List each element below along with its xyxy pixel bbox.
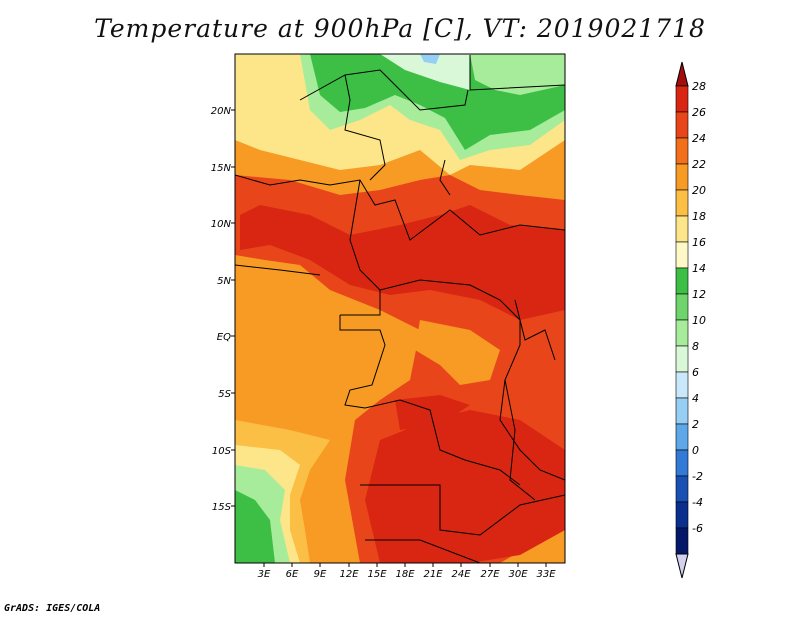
lat-label-10s: 10S [212, 446, 232, 457]
colorbar-swatch [675, 85, 689, 113]
lat-label-5s: 5S [218, 389, 231, 400]
temperature-field [235, 54, 565, 563]
colorbar-swatch [675, 189, 689, 217]
colorbar-swatch [675, 397, 689, 425]
colorbar-swatch [675, 267, 689, 295]
colorbar-label: 8 [692, 340, 699, 353]
colorbar-label: 26 [692, 106, 706, 119]
map-title: Temperature at 900hPa [C], VT: 201902171… [94, 14, 706, 43]
lon-label-27e: 27E [480, 569, 500, 580]
colorbar-swatch [675, 501, 689, 529]
lat-label-20n: 20N [211, 106, 232, 117]
lon-label-12e: 12E [339, 569, 359, 580]
lat-label-10n: 10N [211, 219, 232, 230]
colorbar-label: 14 [692, 262, 706, 275]
colorbar-label: -4 [692, 496, 703, 509]
colorbar-label: 10 [692, 314, 706, 327]
colorbar-label: 20 [692, 184, 706, 197]
colorbar-label: 6 [692, 366, 699, 379]
colorbar-swatch [675, 163, 689, 191]
colorbar-swatch [675, 319, 689, 347]
lat-label-eq: EQ [217, 332, 231, 343]
colorbar-label: -2 [692, 470, 703, 483]
lon-label-21e: 21E [423, 569, 443, 580]
colorbar-swatch [675, 423, 689, 451]
lon-label-30e: 30E [508, 569, 528, 580]
lon-label-24e: 24E [451, 569, 471, 580]
colorbar-swatch [675, 475, 689, 503]
lat-label-5n: 5N [217, 276, 231, 287]
colorbar-label: 24 [692, 132, 706, 145]
colorbar-label: 0 [692, 444, 699, 457]
colorbar-label: 18 [692, 210, 706, 223]
lat-label-15n: 15N [211, 163, 232, 174]
colorbar-label: 22 [692, 158, 706, 171]
colorbar-label: -6 [692, 522, 703, 535]
colorbar-swatch [675, 293, 689, 321]
lon-label-9e: 9E [314, 569, 327, 580]
colorbar-swatch [675, 137, 689, 165]
colorbar-bottom-arrow [675, 553, 689, 579]
grads-credit: GrADS: IGES/COLA [4, 603, 101, 614]
longitude-axis: 3E 6E 9E 12E 15E 18E 21E 24E 27E 30E 33E [258, 563, 556, 580]
lon-label-6e: 6E [286, 569, 299, 580]
colorbar-swatch [675, 111, 689, 139]
colorbar-label: 28 [692, 80, 706, 93]
colorbar-label: 4 [692, 392, 699, 405]
colorbar-swatch [675, 371, 689, 399]
map-frame [234, 53, 566, 564]
colorbar-label: 2 [692, 418, 699, 431]
colorbar-label: 12 [692, 288, 706, 301]
latitude-axis: 20N 15N 10N 5N EQ 5S 10S 15S [211, 106, 235, 513]
colorbar-swatch [675, 345, 689, 373]
lon-label-15e: 15E [367, 569, 387, 580]
colorbar-top-arrow [675, 61, 689, 87]
lon-label-18e: 18E [395, 569, 415, 580]
colorbar-swatch [675, 527, 689, 555]
lon-label-3e: 3E [258, 569, 271, 580]
colorbar-swatch [675, 449, 689, 477]
lon-label-33e: 33E [536, 569, 556, 580]
colorbar-swatch [675, 215, 689, 243]
colorbar-label: 16 [692, 236, 706, 249]
country-borders [235, 55, 565, 563]
lat-label-15s: 15S [212, 502, 232, 513]
colorbar-swatch [675, 241, 689, 269]
